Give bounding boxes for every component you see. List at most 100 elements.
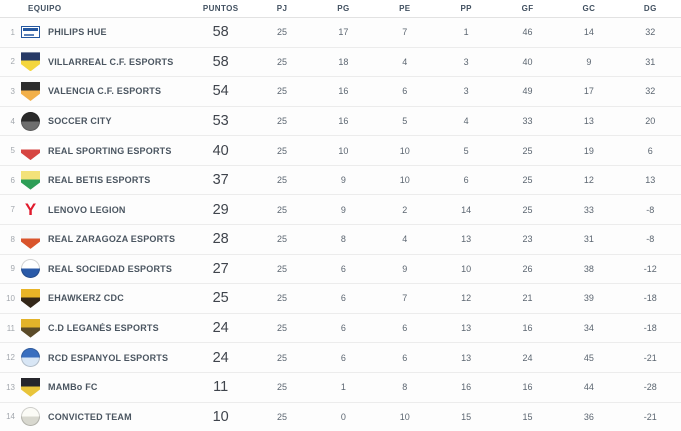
stat-pe-value: 10 [399, 411, 410, 422]
stat-pe-value: 10 [399, 175, 410, 186]
team-cell: 6 REAL BETIS ESPORTS [0, 166, 190, 195]
stat-dg-value: 31 [645, 56, 656, 67]
stat-gc-value: 13 [583, 116, 594, 127]
stat-dg-value: -21 [643, 411, 657, 422]
stat-dg-value: -18 [643, 323, 657, 334]
stat-pe-value: 6 [402, 323, 408, 334]
stat-gf-value: 15 [522, 411, 533, 422]
stat-pg-value: 9 [340, 175, 346, 186]
stat-pe-value: 7 [402, 293, 408, 304]
stat-pp-value: 3 [463, 86, 469, 97]
stat-pp-value: 14 [461, 204, 472, 215]
team-cell: 12 RCD ESPANYOL ESPORTS [0, 343, 190, 372]
stat-gc-value: 14 [583, 27, 594, 38]
leganes-crest-icon [21, 318, 40, 338]
team-name: EHAWKERZ CDC [48, 293, 124, 304]
ehawkerz-crest-icon [21, 288, 40, 308]
team-name: CONVICTED TEAM [48, 411, 132, 422]
table-row[interactable]: 4 SOCCER CITY 53 25 16 5 4 33 13 20 [0, 106, 681, 137]
table-header-row: EQUIPO PUNTOS PJ PG PE PP GF GC DG [0, 0, 681, 18]
lenovo-legion-logo-icon: Y [24, 200, 37, 220]
stat-pj-value: 25 [277, 116, 288, 127]
table-row[interactable]: 7 Y LENOVO LEGION 29 25 9 2 14 25 33 -8 [0, 195, 681, 226]
stat-dg-value: -8 [646, 234, 655, 245]
table-row[interactable]: 11 C.D LEGANÉS ESPORTS 24 25 6 6 13 16 3… [0, 313, 681, 344]
stat-gc-value: 39 [583, 293, 594, 304]
table-row[interactable]: 8 REAL ZARAGOZA ESPORTS 28 25 8 4 13 23 … [0, 225, 681, 255]
philips-hue-logo-icon [21, 26, 40, 39]
col-header-dg: DG [643, 4, 657, 13]
stat-pp-value: 4 [463, 116, 469, 127]
stat-gf-value: 46 [522, 27, 533, 38]
table-row[interactable]: 14 CONVICTED TEAM 10 25 0 10 15 15 36 -2… [0, 402, 681, 431]
stat-pj-value: 25 [277, 382, 288, 393]
table-row[interactable]: 9 REAL SOCIEDAD ESPORTS 27 25 6 9 10 26 … [0, 254, 681, 285]
stat-pe-value: 4 [402, 56, 408, 67]
rank-number: 10 [6, 293, 15, 303]
col-header-gc: GC [582, 4, 596, 13]
stat-pp-value: 13 [461, 323, 472, 334]
points-value: 58 [212, 53, 229, 70]
table-row[interactable]: 2 VILLARREAL C.F. ESPORTS 58 25 18 4 3 4… [0, 47, 681, 78]
stat-pj-value: 25 [277, 175, 288, 186]
team-name: LENOVO LEGION [48, 204, 126, 215]
stat-pe-value: 10 [399, 145, 410, 156]
team-cell: 5 REAL SPORTING ESPORTS [0, 136, 190, 165]
stat-gc-value: 36 [583, 411, 594, 422]
table-body: 1 PHILIPS HUE 58 25 17 7 1 46 14 32 2 VI… [0, 18, 681, 431]
team-cell: 14 CONVICTED TEAM [0, 403, 190, 431]
stat-pp-value: 15 [461, 411, 472, 422]
stat-gc-value: 38 [583, 263, 594, 274]
table-row[interactable]: 10 EHAWKERZ CDC 25 25 6 7 12 21 39 -18 [0, 284, 681, 314]
stat-pg-value: 10 [338, 145, 349, 156]
stat-pj-value: 25 [277, 293, 288, 304]
team-name: C.D LEGANÉS ESPORTS [48, 323, 159, 334]
stat-pg-value: 8 [340, 234, 346, 245]
col-header-pe: PE [399, 4, 411, 13]
rank-number: 7 [10, 205, 15, 215]
stat-dg-value: 32 [645, 27, 656, 38]
table-row[interactable]: 13 MAMBo FC 11 25 1 8 16 16 44 -28 [0, 372, 681, 403]
mambo-crest-icon [21, 377, 40, 397]
stat-pg-value: 18 [338, 56, 349, 67]
team-name: REAL ZARAGOZA ESPORTS [48, 234, 176, 245]
stat-pj-value: 25 [277, 145, 288, 156]
table-row[interactable]: 6 REAL BETIS ESPORTS 37 25 9 10 6 25 12 … [0, 165, 681, 196]
soccer-city-crest-icon [21, 111, 40, 131]
col-header-puntos: PUNTOS [202, 4, 239, 13]
col-header-equipo: EQUIPO [28, 4, 62, 13]
sporting-crest-icon [21, 141, 40, 161]
stat-pe-value: 9 [402, 263, 408, 274]
table-row[interactable]: 12 RCD ESPANYOL ESPORTS 24 25 6 6 13 24 … [0, 343, 681, 373]
stat-pg-value: 6 [340, 352, 346, 363]
stat-pe-value: 7 [402, 27, 408, 38]
stat-gc-value: 17 [583, 86, 594, 97]
team-name: SOCCER CITY [48, 116, 112, 127]
stat-gc-value: 9 [586, 56, 592, 67]
table-row[interactable]: 1 PHILIPS HUE 58 25 17 7 1 46 14 32 [0, 18, 681, 48]
points-value: 37 [212, 172, 229, 189]
stat-pg-value: 6 [340, 263, 346, 274]
stat-gc-value: 44 [583, 382, 594, 393]
team-cell: 2 VILLARREAL C.F. ESPORTS [0, 48, 190, 77]
rank-number: 1 [10, 27, 15, 37]
stat-gf-value: 33 [522, 116, 533, 127]
rank-number: 2 [10, 57, 15, 67]
points-value: 40 [212, 142, 229, 159]
stat-pg-value: 6 [340, 293, 346, 304]
points-value: 11 [213, 379, 229, 396]
convicted-crest-icon [21, 407, 40, 427]
table-row[interactable]: 5 REAL SPORTING ESPORTS 40 25 10 10 5 25… [0, 136, 681, 166]
team-name: MAMBo FC [48, 382, 98, 393]
stat-pj-value: 25 [277, 411, 288, 422]
points-value: 25 [212, 290, 229, 307]
team-name: REAL SOCIEDAD ESPORTS [48, 263, 173, 274]
table-row[interactable]: 3 VALENCIA C.F. ESPORTS 54 25 16 6 3 49 … [0, 77, 681, 107]
stat-gf-value: 21 [522, 293, 533, 304]
stat-pp-value: 12 [461, 293, 472, 304]
stat-pj-value: 25 [277, 56, 288, 67]
stat-pp-value: 3 [463, 56, 469, 67]
stat-pp-value: 1 [463, 27, 469, 38]
stat-gc-value: 45 [583, 352, 594, 363]
